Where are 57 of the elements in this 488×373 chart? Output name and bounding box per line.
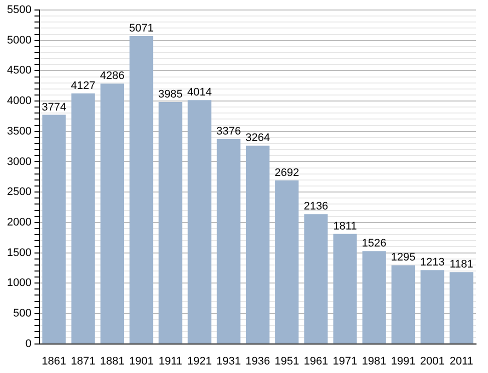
x-tick-label: 2011 bbox=[450, 355, 474, 368]
y-tick-label: 1500 bbox=[6, 246, 32, 259]
data-label: 4014 bbox=[187, 86, 212, 99]
x-tick-label: 1936 bbox=[245, 355, 270, 368]
x-tick-label: 1971 bbox=[332, 355, 358, 368]
y-tick-label: 5500 bbox=[6, 4, 32, 16]
x-tick-label: 1881 bbox=[100, 355, 124, 368]
bar bbox=[333, 234, 357, 344]
y-tick-label: 2000 bbox=[6, 216, 32, 228]
bar bbox=[216, 138, 240, 344]
y-tick-label: 4000 bbox=[6, 95, 32, 108]
data-label: 2136 bbox=[304, 200, 328, 213]
x-tick-label: 1981 bbox=[362, 355, 386, 368]
y-tick-label: 5000 bbox=[6, 34, 32, 46]
data-label: 3264 bbox=[245, 132, 270, 144]
y-tick-label: 3500 bbox=[6, 125, 32, 138]
data-label: 1213 bbox=[420, 256, 445, 269]
x-tick-label: 1931 bbox=[216, 355, 241, 368]
x-tick-label: 1911 bbox=[158, 355, 182, 368]
bar bbox=[130, 36, 154, 344]
x-tick-label: 1951 bbox=[274, 355, 300, 368]
data-label: 4127 bbox=[70, 80, 96, 92]
data-label: 1181 bbox=[450, 258, 474, 271]
y-tick-label: 500 bbox=[13, 307, 32, 320]
data-label: 3985 bbox=[158, 88, 183, 100]
data-label: 3376 bbox=[216, 125, 241, 138]
bar bbox=[71, 93, 95, 344]
data-label: 3774 bbox=[42, 101, 66, 114]
x-tick-label: 1991 bbox=[391, 355, 416, 368]
data-label: 1811 bbox=[333, 220, 357, 232]
bar bbox=[391, 265, 416, 344]
bar bbox=[188, 100, 212, 344]
data-label: 2692 bbox=[274, 166, 300, 179]
y-tick-label: 1000 bbox=[6, 277, 32, 290]
bar bbox=[158, 102, 182, 344]
data-label: 4286 bbox=[100, 70, 124, 82]
data-label: 5071 bbox=[129, 22, 154, 35]
data-label: 1295 bbox=[391, 252, 416, 264]
x-tick-label: 1961 bbox=[304, 355, 328, 368]
x-tick-label: 1901 bbox=[129, 355, 154, 368]
bar bbox=[450, 272, 474, 344]
bar bbox=[420, 270, 444, 344]
data-label: 1526 bbox=[362, 238, 386, 250]
x-tick-label: 1861 bbox=[42, 355, 66, 368]
bar bbox=[42, 114, 66, 344]
bar bbox=[275, 180, 299, 344]
bar bbox=[304, 214, 328, 344]
bar bbox=[246, 146, 270, 344]
x-tick-label: 1871 bbox=[70, 355, 96, 368]
bar bbox=[100, 84, 124, 344]
y-tick-label: 4500 bbox=[6, 64, 32, 77]
y-tick-label: 3000 bbox=[6, 156, 32, 168]
x-tick-label: 2001 bbox=[420, 355, 445, 368]
bar bbox=[362, 251, 386, 344]
y-tick-label: 0 bbox=[25, 338, 32, 350]
y-tick-label: 2500 bbox=[6, 186, 32, 198]
x-tick-label: 1921 bbox=[187, 355, 212, 368]
